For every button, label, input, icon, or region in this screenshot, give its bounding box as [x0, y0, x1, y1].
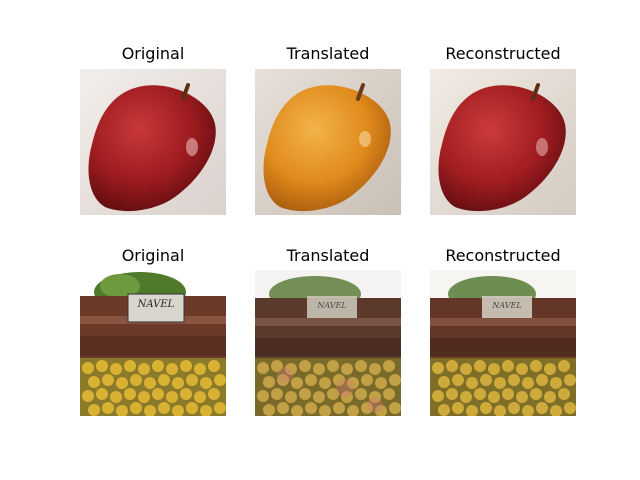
crate-reconstructed-image: NAVEL	[430, 270, 576, 416]
apple-reconstructed-image	[430, 69, 576, 215]
crate-sign-text: NAVEL	[491, 301, 521, 310]
panel-title-translated-1: Translated	[286, 44, 370, 63]
crate-sign-text: NAVEL	[137, 299, 175, 310]
panel-title-translated-2: Translated	[286, 246, 370, 265]
apple-translated-image	[255, 69, 401, 215]
apple-original-image	[80, 69, 226, 215]
panel-title-reconstructed-2: Reconstructed	[445, 246, 561, 265]
panel-title-reconstructed-1: Reconstructed	[445, 44, 561, 63]
crate-original-image: NAVEL	[80, 270, 226, 416]
panel-title-original-1: Original	[121, 44, 185, 63]
crate-translated-image: NAVEL	[255, 270, 401, 416]
crate-sign-text: NAVEL	[316, 301, 346, 310]
panel-title-original-2: Original	[121, 246, 185, 265]
